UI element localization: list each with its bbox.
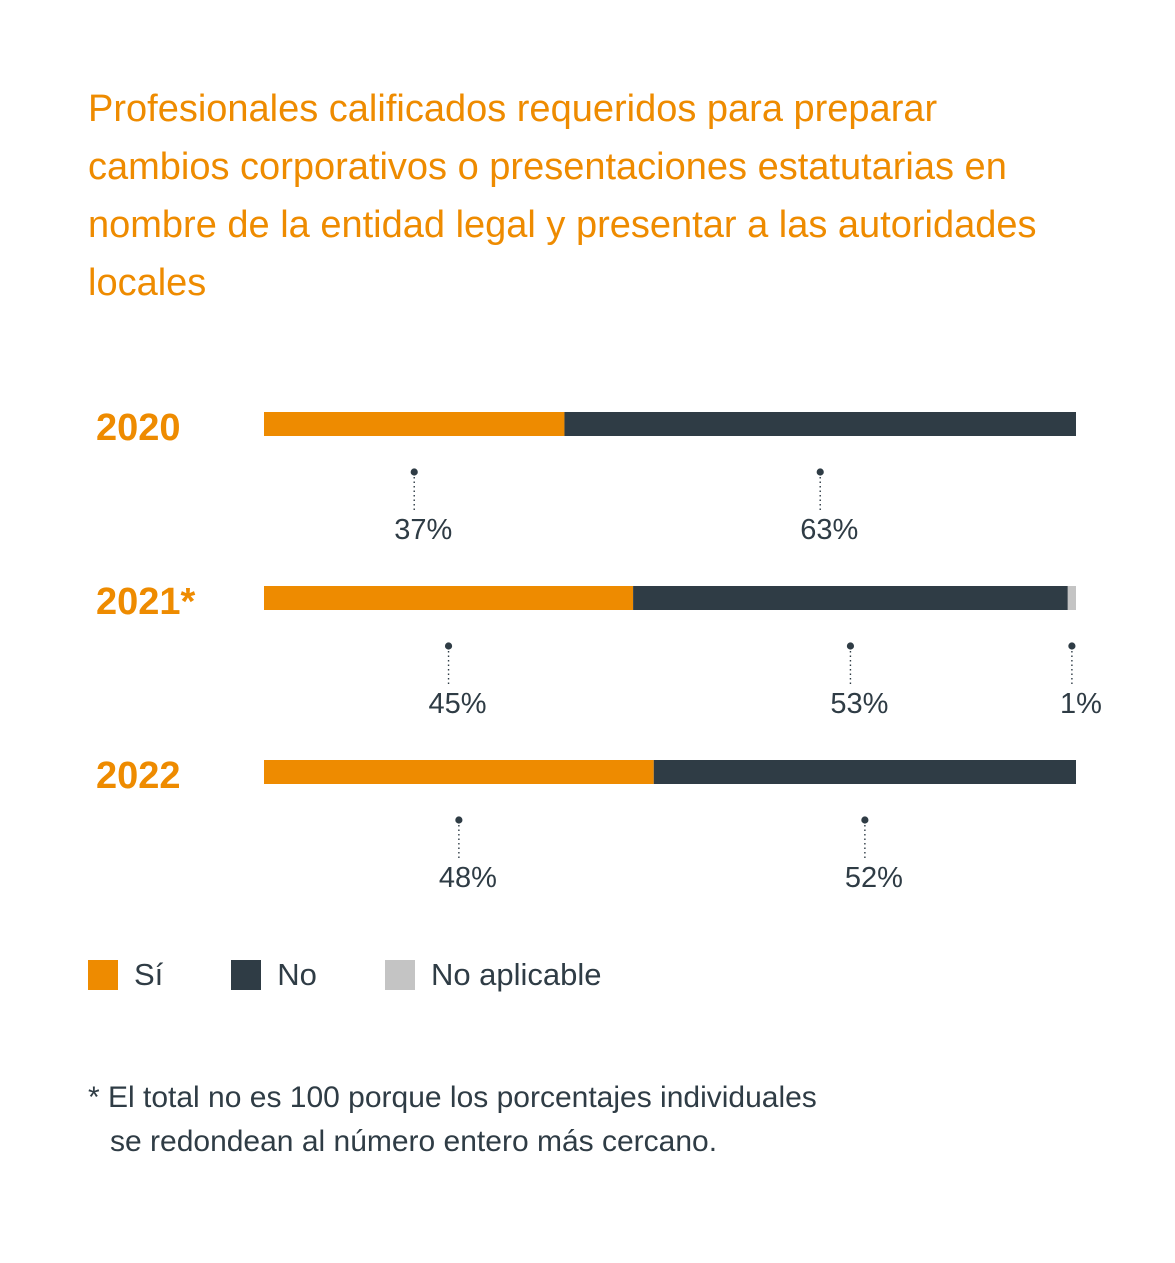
footnote-line-2: se redondean al número entero más cercan… [110,1125,718,1158]
legend-item-no: No [231,957,317,993]
legend-swatch-no-aplicable [384,960,415,990]
marker-dot-1-2 [1068,642,1076,650]
data-label-2-0: 48% [439,862,497,894]
legend-item-si: Sí [88,957,163,993]
chart-title: Profesionales calificados requeridos par… [88,88,1037,304]
data-label-1-0: 45% [429,688,487,720]
marker-dot-1-1 [846,642,855,650]
marker-dot-0-0 [410,468,418,476]
bar-segment-0-0 [264,412,565,436]
bar-segment-1-2 [1067,586,1076,610]
marker-dot-2-1 [861,816,869,824]
year-label-0: 2020 [96,407,181,449]
legend-label-si: Sí [134,957,164,992]
bar-segment-2-1 [653,760,1076,784]
legend: Sí No No aplicable [88,957,670,993]
bar-segment-1-0 [264,586,634,610]
data-label-0-1: 63% [800,514,858,546]
stacked-bar-chart: 2020 37% 63% 2021* 45% 53% 1% 2022 48% 52% [96,407,1102,894]
bar-segment-1-1 [633,586,1068,610]
bar-segment-0-1 [564,412,1076,436]
footnote: * El total no es 100 porque los porcenta… [88,1076,988,1164]
legend-swatch-no [231,960,262,990]
legend-item-no-aplicable: No aplicable [384,957,602,993]
bar-segment-2-0 [264,760,654,784]
marker-dot-2-0 [455,816,463,824]
data-label-0-0: 37% [394,514,452,546]
data-label-2-1: 52% [845,862,903,894]
legend-label-no: No [277,957,317,992]
data-label-1-1: 53% [830,688,888,720]
year-label-1: 2021* [96,581,196,623]
marker-dot-0-1 [816,468,824,476]
legend-swatch-si [88,960,118,990]
footnote-line-1: * El total no es 100 porque los porcenta… [88,1081,817,1114]
marker-dot-1-0 [444,642,453,650]
year-label-2: 2022 [96,755,181,797]
legend-label-no-aplicable: No aplicable [430,957,602,992]
data-label-1-2: 1% [1060,688,1102,720]
